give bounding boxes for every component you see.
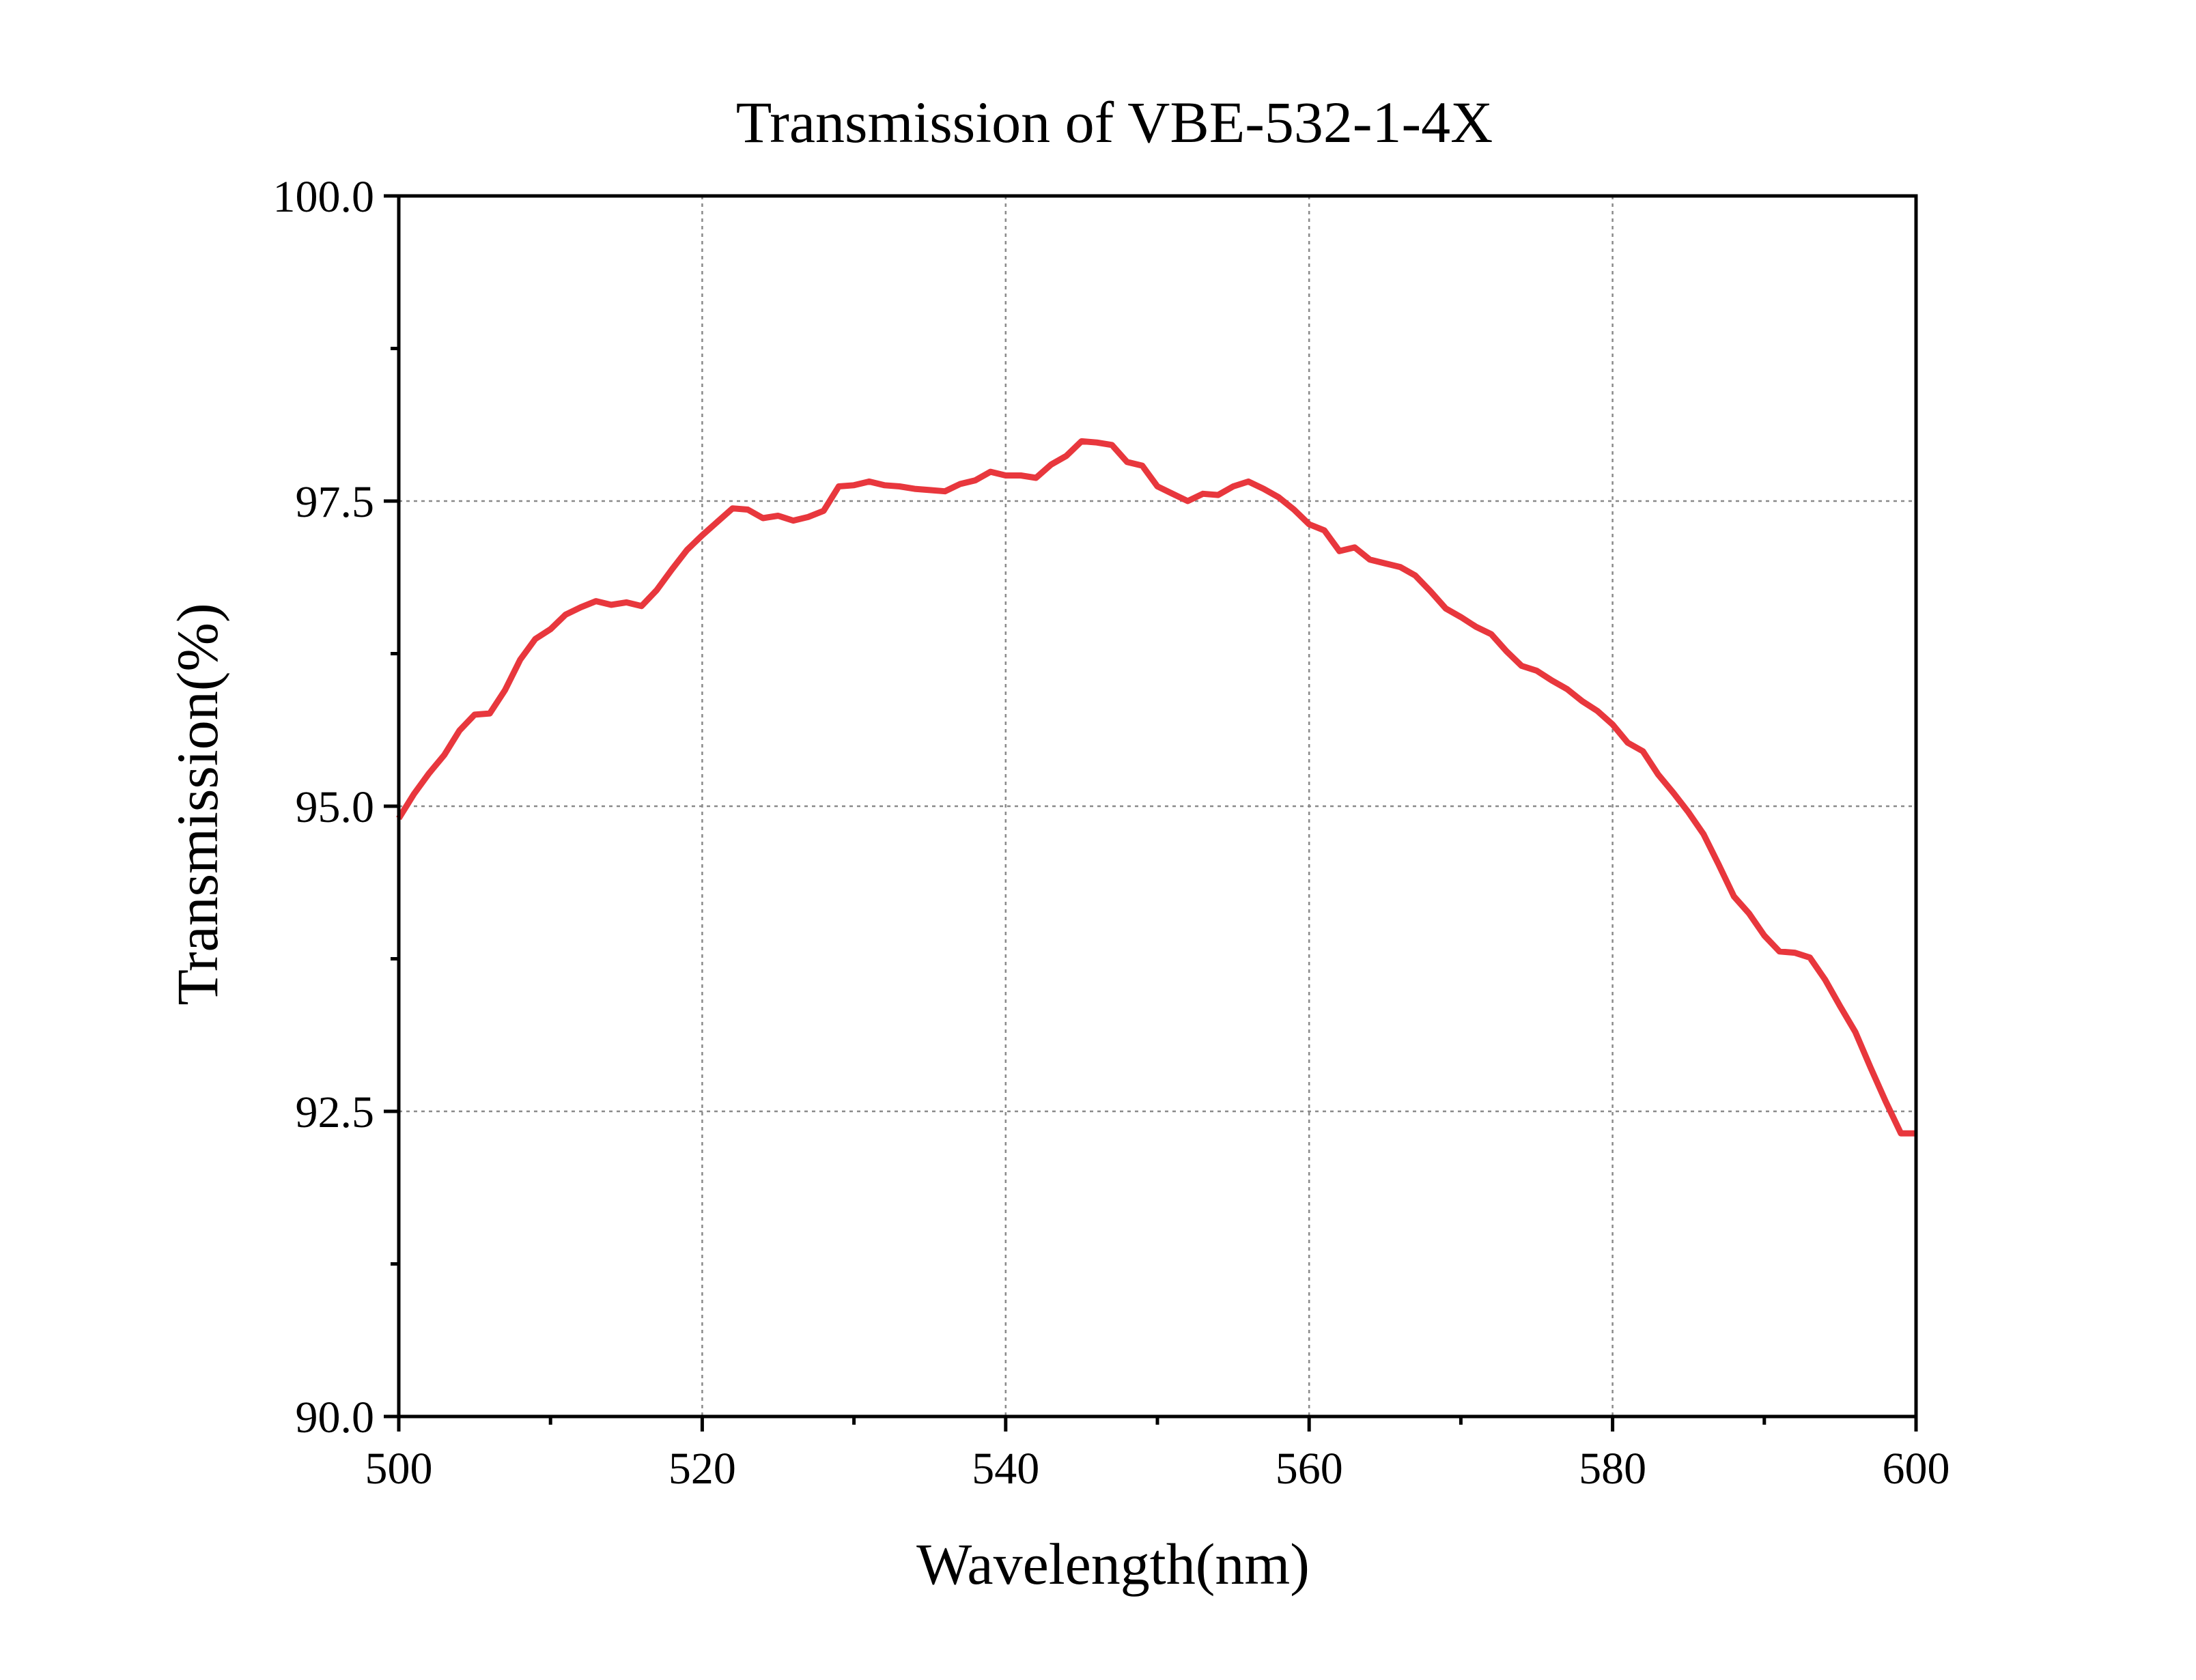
- x-tick-label: 560: [1276, 1444, 1343, 1494]
- series-line: [396, 438, 1916, 1137]
- y-tick-label: 100.0: [273, 172, 375, 222]
- y-tick-label: 92.5: [296, 1087, 375, 1137]
- chart-title: Transmission of VBE-532-1-4X: [736, 89, 1493, 155]
- data-series: [396, 438, 1916, 1137]
- y-tick-label: 90.0: [296, 1393, 375, 1442]
- x-tick-label: 520: [668, 1444, 736, 1494]
- y-axis-label: Transmission(%): [165, 603, 230, 1005]
- x-tick-label: 500: [365, 1444, 433, 1494]
- x-tick-label: 540: [972, 1444, 1039, 1494]
- x-tick-label: 580: [1579, 1444, 1646, 1494]
- y-tick-label: 95.0: [296, 782, 375, 832]
- y-tick-label: 97.5: [296, 477, 375, 527]
- x-tick-label: 600: [1883, 1444, 1950, 1494]
- gridlines: [399, 196, 1916, 1416]
- x-axis-label: Wavelength(nm): [916, 1531, 1310, 1597]
- axis-ticks: 500 520 540 560 580 600 90.0 92.5 95.0 97.5 100.0: [273, 172, 1950, 1494]
